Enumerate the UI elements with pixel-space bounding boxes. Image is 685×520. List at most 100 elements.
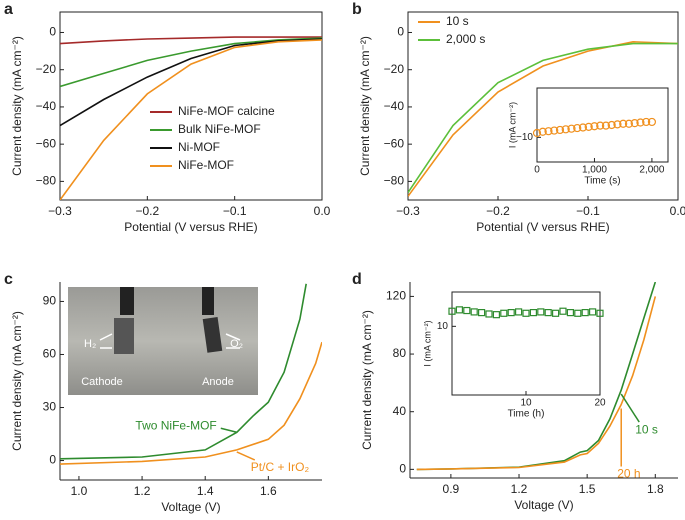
y-tick-label: 80 <box>393 346 407 360</box>
point <box>538 127 547 136</box>
y-axis-label: Current density (mA cm⁻²) <box>10 36 24 176</box>
y-tick-label: 60 <box>43 347 57 361</box>
anode <box>202 317 223 353</box>
electrode-rod <box>120 287 134 315</box>
point <box>561 125 570 134</box>
panel-label: a <box>4 1 13 18</box>
y-tick-label: −20 <box>384 62 405 76</box>
x-tick-label: 0 <box>534 165 540 176</box>
point <box>470 308 478 316</box>
series-line <box>60 37 322 88</box>
cathode <box>114 318 134 354</box>
point <box>532 128 542 138</box>
photo-label: Anode <box>202 376 234 388</box>
series-line <box>60 39 322 200</box>
x-axis-label: Time (h) <box>508 409 545 420</box>
point <box>590 122 599 131</box>
y-tick-label: 90 <box>43 294 57 308</box>
point <box>529 309 538 317</box>
point <box>642 117 651 127</box>
x-axis-label: Voltage (V) <box>514 498 573 512</box>
point <box>448 307 456 315</box>
x-tick-label: −0.2 <box>135 204 159 218</box>
y-axis-label: Current density (mA cm⁻²) <box>10 311 24 451</box>
point <box>500 309 508 317</box>
point <box>544 309 552 317</box>
point <box>607 120 616 130</box>
legend-label: Bulk NiFe-MOF <box>178 122 261 136</box>
y-axis-label: Current density (mA cm⁻²) <box>358 36 372 176</box>
x-tick-label: 1.4 <box>197 484 214 498</box>
x-axis-label: Potential (V versus RHE) <box>476 220 609 234</box>
y-tick-label: 30 <box>43 400 57 414</box>
x-tick-label: 0.0 <box>314 204 331 218</box>
point <box>596 309 604 317</box>
point <box>544 127 553 136</box>
x-tick-label: 1.8 <box>647 482 664 496</box>
x-tick-label: −0.3 <box>396 204 420 218</box>
point <box>567 124 576 133</box>
x-tick-label: 1,000 <box>582 165 607 176</box>
x-tick-label: 1.2 <box>511 482 528 496</box>
x-tick-label: 1.2 <box>134 484 151 498</box>
point <box>463 306 471 315</box>
photo-label: H₂ <box>84 338 96 350</box>
point <box>485 310 493 318</box>
y-tick-label: −20 <box>36 62 57 76</box>
y-tick-label: 10 <box>437 321 449 332</box>
photo-label: O₂ <box>230 338 243 350</box>
electrode-rod <box>202 287 214 315</box>
label-pointer <box>620 393 640 423</box>
y-tick-label: −80 <box>36 174 57 188</box>
x-tick-label: −0.1 <box>223 204 247 218</box>
y-tick-label: −10 <box>516 132 533 143</box>
x-tick-label: 1.6 <box>260 484 277 498</box>
legend-label: 2,000 s <box>446 32 485 46</box>
x-axis-label: Voltage (V) <box>161 500 220 514</box>
point <box>619 119 628 128</box>
y-axis-label: I (mA cm⁻²) <box>507 102 517 148</box>
panel-label: d <box>352 271 362 288</box>
point <box>566 309 575 317</box>
y-tick-label: −60 <box>384 136 405 150</box>
photo-label: Cathode <box>81 376 123 388</box>
series-label: 10 s <box>635 422 658 436</box>
x-axis-label: Potential (V versus RHE) <box>124 220 257 234</box>
point <box>478 309 486 317</box>
point <box>537 308 545 316</box>
series-line <box>408 40 678 197</box>
y-tick-label: −40 <box>384 99 405 113</box>
legend-label: Ni-MOF <box>178 140 220 154</box>
y-tick-label: 120 <box>386 289 406 303</box>
y-tick-label: 0 <box>397 25 404 39</box>
x-axis-label: Time (s) <box>584 176 620 187</box>
point <box>573 123 582 133</box>
photo <box>68 287 258 395</box>
x-tick-label: 1.0 <box>71 484 88 498</box>
label-pointer <box>220 427 237 433</box>
series-line <box>408 42 678 194</box>
point <box>578 123 588 132</box>
panel-label: b <box>352 1 362 18</box>
point <box>455 306 463 314</box>
point <box>574 309 582 317</box>
point <box>596 121 605 130</box>
y-axis-label: I (mA cm⁻²) <box>422 320 432 366</box>
x-tick-label: 1.5 <box>579 482 596 496</box>
x-tick-label: 10 <box>520 398 532 409</box>
point <box>624 119 634 128</box>
point <box>581 309 589 317</box>
series-label: Two NiFe-MOF <box>135 418 216 432</box>
y-tick-label: −80 <box>384 174 405 188</box>
series-line <box>416 296 657 471</box>
point <box>551 309 560 317</box>
y-tick-label: −40 <box>36 99 57 113</box>
point <box>647 117 657 127</box>
panel-label: c <box>4 271 13 288</box>
x-tick-label: −0.2 <box>486 204 510 218</box>
point <box>613 120 622 129</box>
legend-label: 10 s <box>446 14 469 28</box>
y-axis-label: Current density (mA cm⁻²) <box>360 310 374 450</box>
series-line <box>60 341 322 465</box>
